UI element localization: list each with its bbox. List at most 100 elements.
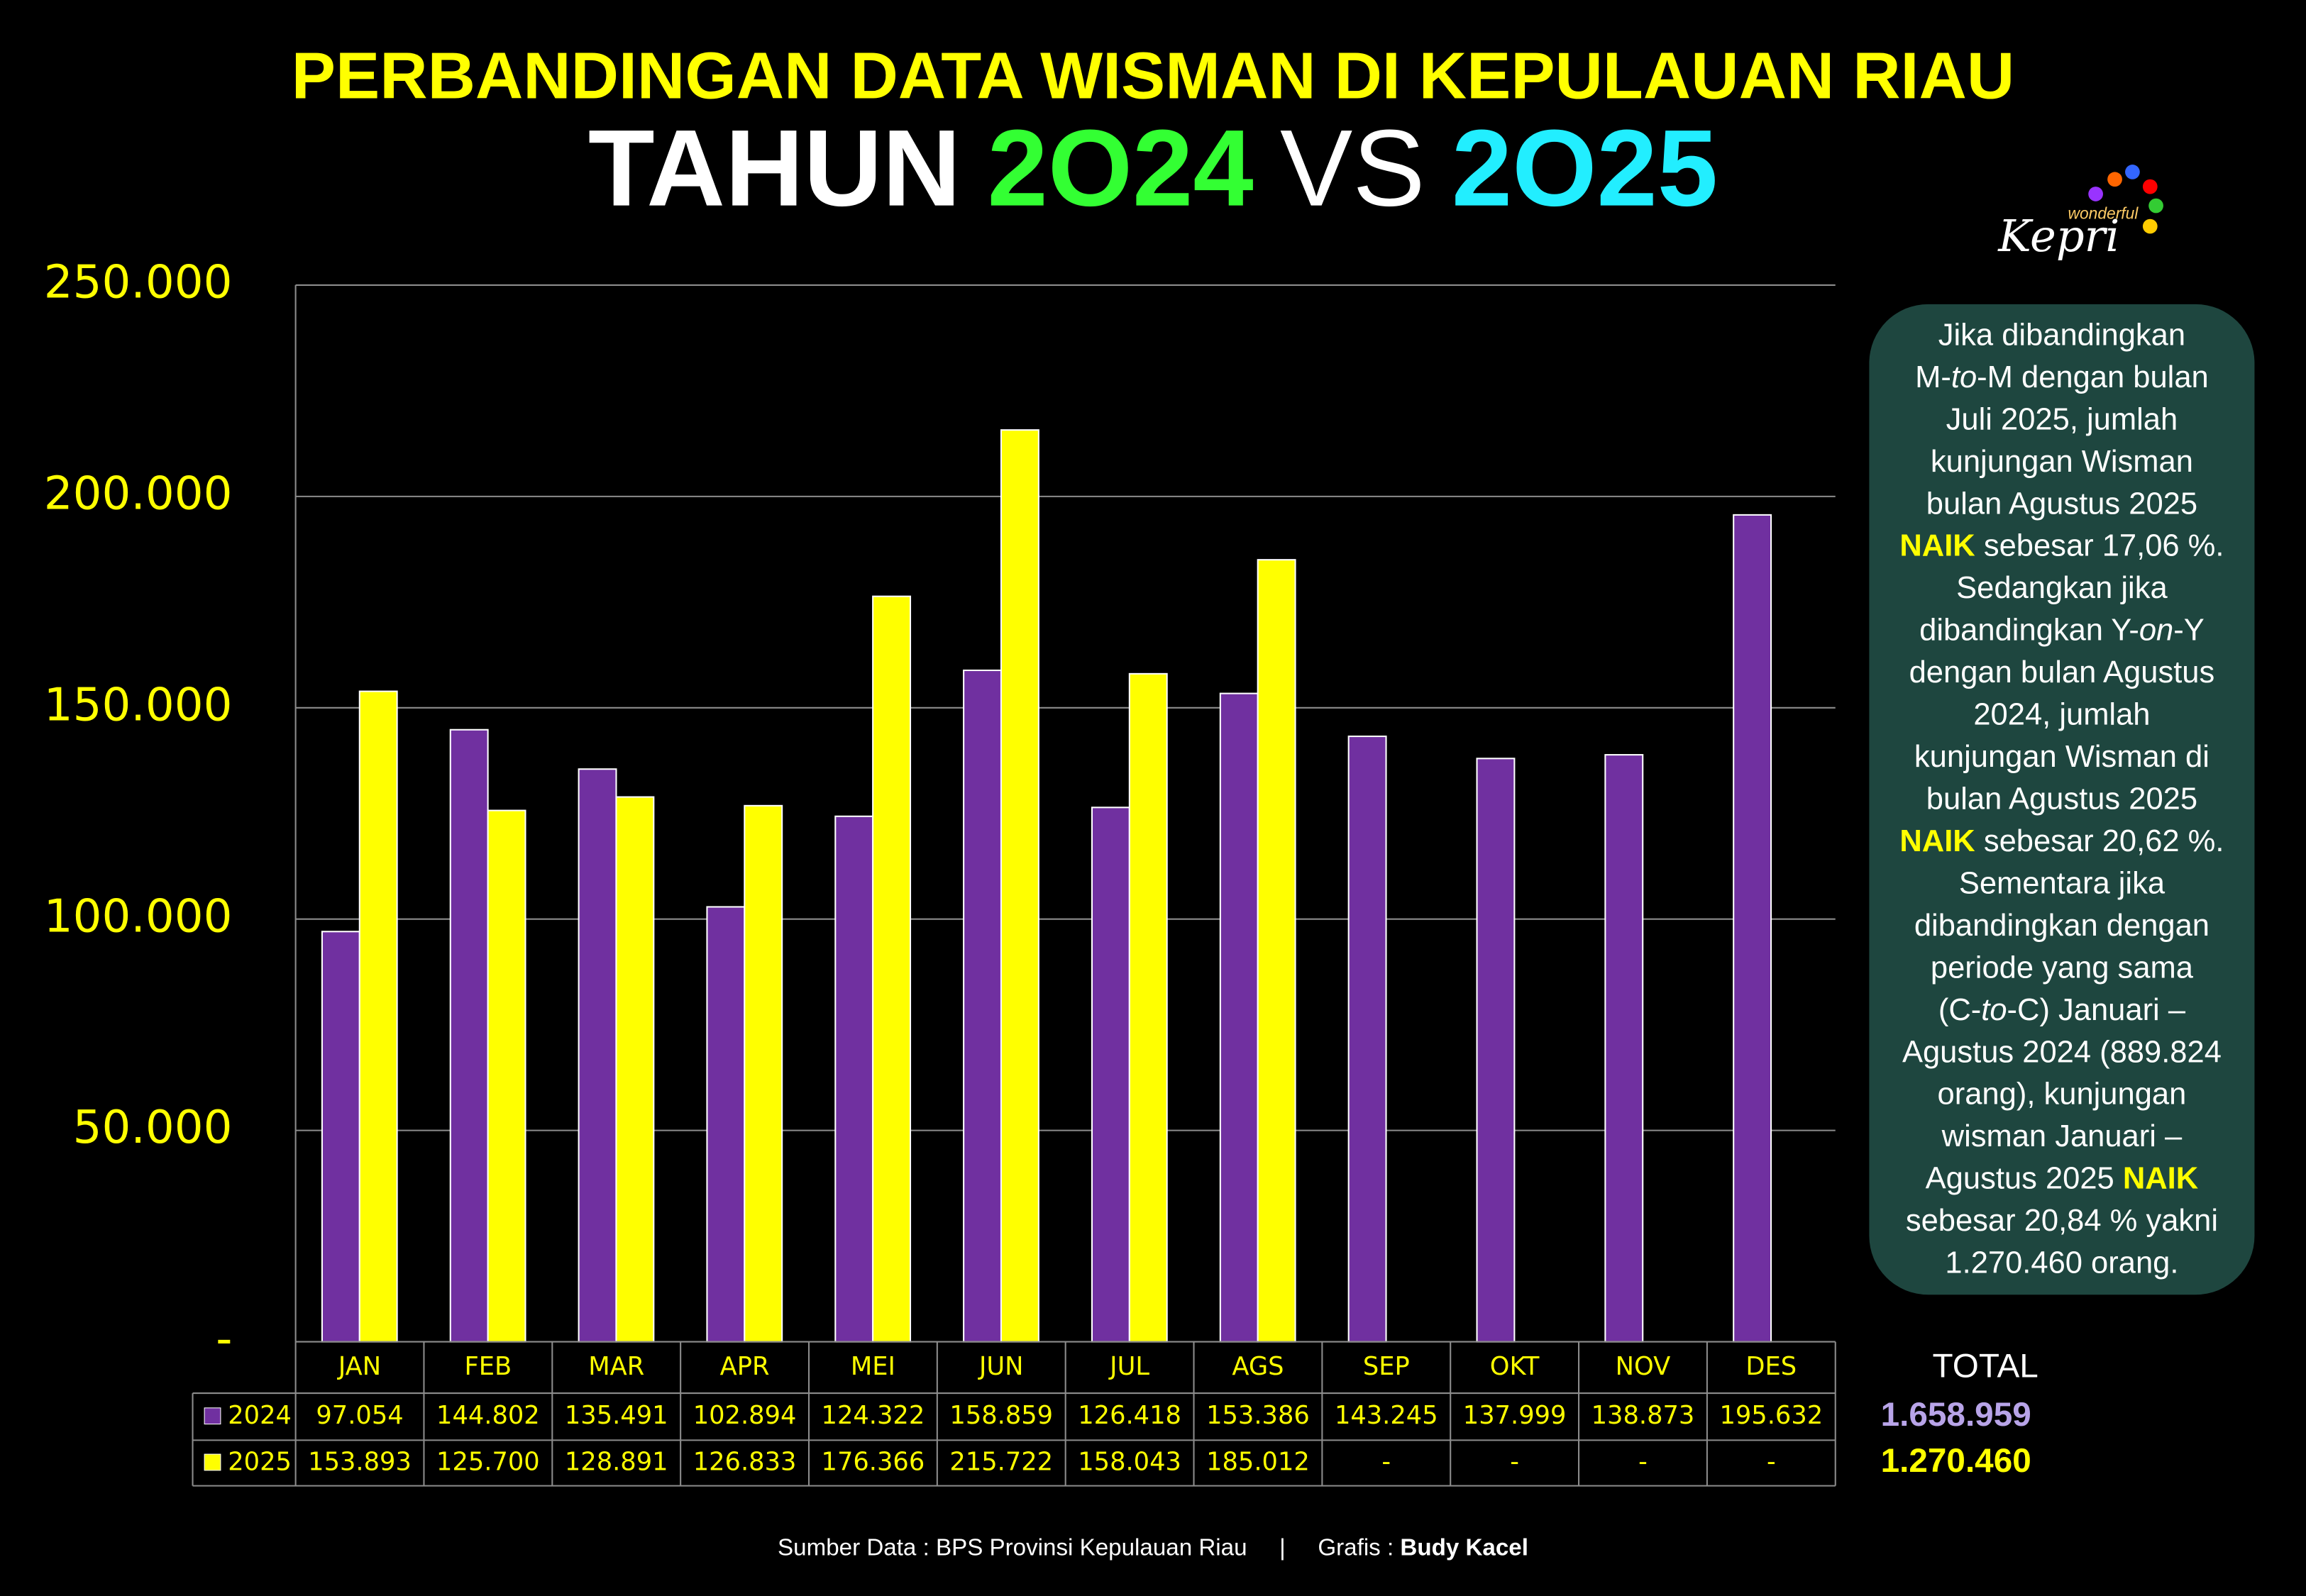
logo-petal <box>2142 179 2158 194</box>
note-line: Agustus 2024 (889.824 <box>1902 1035 2222 1069</box>
note-text: dengan bulan Agustus <box>1909 655 2215 689</box>
x-tick-label: NOV <box>1616 1352 1671 1381</box>
table-value: 158.043 <box>1078 1448 1181 1477</box>
x-tick-label: JAN <box>337 1352 381 1381</box>
table-value: 126.833 <box>693 1448 797 1477</box>
x-tick-label: JUL <box>1108 1352 1149 1381</box>
note-line: Juli 2025, jumlah <box>1946 402 2178 436</box>
x-tick-label: JUN <box>978 1352 1024 1381</box>
chart-subtitle: TAHUN 2O24 VS 2O25 <box>588 107 1718 228</box>
y-tick-label: 150.000 <box>44 678 233 731</box>
logo-petal <box>2125 165 2140 179</box>
note-text: dibandingkan Y- <box>1919 613 2139 647</box>
x-tick-label: MEI <box>851 1352 895 1381</box>
note-text: -C) Januari – <box>2007 992 2186 1026</box>
x-tick-label: MAR <box>588 1352 644 1381</box>
y-tick-label: 100.000 <box>44 890 233 943</box>
logo: wonderful Kepri <box>1997 165 2163 262</box>
note-highlight: NAIK <box>1899 528 1975 563</box>
note-line: Sementara jika <box>1959 866 2166 900</box>
note-line: Jika dibandingkan <box>1938 318 2185 352</box>
note-text: 2024, jumlah <box>1973 697 2150 731</box>
bar <box>1604 754 1644 1343</box>
footer: Sumber Data : BPS Provinsi Kepulauan Ria… <box>778 1534 1528 1561</box>
y-tick-label: 50.000 <box>73 1101 233 1154</box>
note-text: Jika dibandingkan <box>1938 318 2185 352</box>
separator: | <box>1279 1534 1286 1561</box>
note-text: kunjungan Wisman di <box>1914 740 2210 774</box>
bar <box>1476 758 1516 1343</box>
table-value: 158.859 <box>949 1401 1053 1430</box>
subtitle-part: VS <box>1280 107 1425 228</box>
note-text: (C- <box>1938 992 1981 1026</box>
credit-prefix: Grafis : <box>1318 1534 1400 1561</box>
note-line: M-to-M dengan bulan <box>1915 360 2209 394</box>
note-text: Sedangkan jika <box>1956 571 2168 605</box>
bar <box>487 809 526 1343</box>
note-highlight: NAIK <box>1899 824 1975 858</box>
table-value: - <box>1510 1448 1519 1477</box>
table-value: 185.012 <box>1206 1448 1310 1477</box>
note-text: Agustus 2025 <box>1926 1161 2123 1195</box>
bar <box>615 796 655 1343</box>
note-text: Agustus 2024 (889.824 <box>1902 1035 2222 1069</box>
table-value: 137.999 <box>1463 1401 1567 1430</box>
table-value: 143.245 <box>1335 1401 1438 1430</box>
note-line: dengan bulan Agustus <box>1909 655 2215 689</box>
logo-petal <box>2142 218 2158 234</box>
note-line: dibandingkan Y-on-Y <box>1919 613 2205 647</box>
bar <box>1347 736 1387 1343</box>
note-line: (C-to-C) Januari – <box>1938 992 2186 1026</box>
bar <box>1733 514 1772 1343</box>
note-text: sebesar 20,84 % yakni <box>1906 1204 2218 1238</box>
table-value: 135.491 <box>565 1401 668 1430</box>
note-text: M- <box>1915 360 1951 394</box>
note-text: kunjungan Wisman <box>1931 444 2193 478</box>
bar <box>578 768 617 1343</box>
table-value: 195.632 <box>1719 1401 1823 1430</box>
note-text: orang), kunjungan <box>1938 1077 2187 1111</box>
bar <box>1091 807 1130 1343</box>
bar <box>744 804 783 1343</box>
x-tick-label: FEB <box>465 1352 512 1381</box>
logo-petal <box>2148 198 2163 214</box>
legend-swatch <box>204 1453 221 1471</box>
y-tick-label: - <box>216 1312 232 1365</box>
subtitle-part: TAHUN <box>588 107 961 228</box>
note-line: Agustus 2025 NAIK <box>1926 1161 2199 1195</box>
table-value: 144.802 <box>436 1401 540 1430</box>
bar <box>449 728 489 1343</box>
total-title: TOTAL <box>1933 1347 2039 1385</box>
credit-name: Budy Kacel <box>1400 1534 1528 1561</box>
note-text: wisman Januari – <box>1941 1119 2183 1153</box>
note-italic: on <box>2139 613 2173 647</box>
total-value: 1.270.460 <box>1881 1442 2031 1480</box>
x-tick-label: APR <box>720 1352 770 1381</box>
table-value: 97.054 <box>316 1401 403 1430</box>
total-value: 1.658.959 <box>1881 1396 2031 1434</box>
table-value: 138.873 <box>1591 1401 1695 1430</box>
note-line: kunjungan Wisman <box>1931 444 2193 478</box>
note-text: -M dengan bulan <box>1977 360 2209 394</box>
note-line: NAIK sebesar 20,62 %. <box>1899 824 2224 858</box>
table-value: 153.893 <box>308 1448 412 1477</box>
note-line: sebesar 20,84 % yakni <box>1906 1204 2218 1238</box>
note-line: bulan Agustus 2025 <box>1926 782 2197 816</box>
table-value: 215.722 <box>949 1448 1053 1477</box>
note-line: NAIK sebesar 17,06 %. <box>1899 528 2224 563</box>
note-text: bulan Agustus 2025 <box>1926 782 2197 816</box>
note-line: bulan Agustus 2025 <box>1926 487 2197 521</box>
bar <box>872 595 912 1343</box>
table-value: 126.418 <box>1078 1401 1181 1430</box>
note-text: -Y <box>2173 613 2205 647</box>
table-value: 176.366 <box>822 1448 925 1477</box>
table-value: - <box>1638 1448 1648 1477</box>
table-value: 124.322 <box>822 1401 925 1430</box>
legend-label: 2025 <box>228 1448 292 1477</box>
note-line: 2024, jumlah <box>1973 697 2150 731</box>
note-text: Sementara jika <box>1959 866 2166 900</box>
note-line: dibandingkan dengan <box>1914 908 2210 942</box>
note-box <box>1869 304 2255 1295</box>
note-line: Sedangkan jika <box>1956 571 2168 605</box>
